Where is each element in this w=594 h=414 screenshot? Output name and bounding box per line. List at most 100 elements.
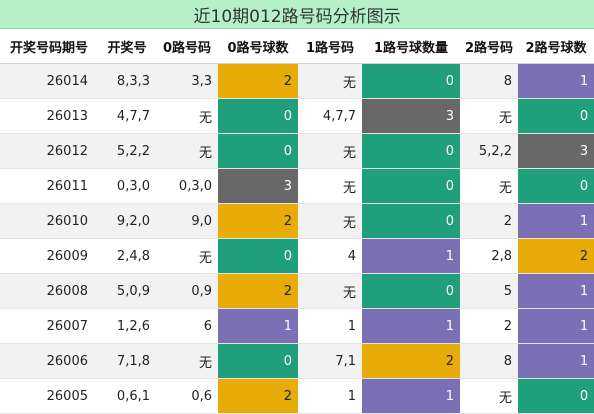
cell-draw: 1,2,6 (98, 308, 156, 344)
cell-route2-count: 1 (518, 308, 594, 344)
cell-route2-numbers: 5 (460, 273, 518, 309)
cell-route1-count: 1 (362, 238, 460, 274)
cell-route0-count: 2 (218, 63, 298, 99)
header-route0-numbers: 0路号码 (156, 28, 218, 64)
cell-route0-numbers: 无 (156, 238, 218, 274)
cell-route1-count: 1 (362, 378, 460, 414)
cell-route2-numbers: 2 (460, 308, 518, 344)
cell-route1-count: 0 (362, 133, 460, 169)
cell-route0-numbers: 6 (156, 308, 218, 344)
cell-route0-count: 0 (218, 98, 298, 134)
cell-route0-numbers: 0,6 (156, 378, 218, 414)
cell-route0-count: 0 (218, 238, 298, 274)
cell-route2-numbers: 8 (460, 63, 518, 99)
cell-route1-numbers: 无 (298, 203, 362, 239)
header-route2-count: 2路号球数 (518, 28, 594, 64)
cell-route1-numbers: 1 (298, 308, 362, 344)
cell-route1-count: 0 (362, 273, 460, 309)
cell-route0-count: 2 (218, 273, 298, 309)
cell-route2-numbers: 无 (460, 378, 518, 414)
cell-period: 26007 (0, 308, 98, 344)
cell-period: 26013 (0, 98, 98, 134)
cell-route1-numbers: 无 (298, 273, 362, 309)
cell-route2-count: 1 (518, 343, 594, 379)
cell-route0-numbers: 9,0 (156, 203, 218, 239)
cell-route1-count: 0 (362, 203, 460, 239)
cell-route2-count: 3 (518, 133, 594, 169)
table-title: 近10期012路号码分析图示 (0, 0, 594, 29)
header-period: 开奖号码期号 (0, 28, 98, 64)
cell-route1-count: 0 (362, 63, 460, 99)
cell-route1-count: 3 (362, 98, 460, 134)
table-row: 26006 7,1,8 无 0 7,1 2 8 1 (0, 343, 594, 379)
cell-draw: 0,3,0 (98, 168, 156, 204)
cell-route1-numbers: 无 (298, 63, 362, 99)
cell-route2-numbers: 2,8 (460, 238, 518, 274)
cell-period: 26008 (0, 273, 98, 309)
cell-route0-count: 3 (218, 168, 298, 204)
cell-draw: 4,7,7 (98, 98, 156, 134)
cell-route0-numbers: 无 (156, 133, 218, 169)
cell-route0-count: 0 (218, 133, 298, 169)
table-row: 26009 2,4,8 无 0 4 1 2,8 2 (0, 238, 594, 274)
cell-route2-count: 1 (518, 63, 594, 99)
table-row: 26007 1,2,6 6 1 1 1 2 1 (0, 308, 594, 344)
cell-route2-numbers: 5,2,2 (460, 133, 518, 169)
cell-route1-numbers: 1 (298, 378, 362, 414)
header-route0-count: 0路号球数 (218, 28, 298, 64)
cell-route0-numbers: 0,9 (156, 273, 218, 309)
cell-route0-numbers: 无 (156, 98, 218, 134)
cell-draw: 8,3,3 (98, 63, 156, 99)
cell-period: 26005 (0, 378, 98, 414)
cell-route1-numbers: 无 (298, 168, 362, 204)
cell-period: 26006 (0, 343, 98, 379)
cell-draw: 5,2,2 (98, 133, 156, 169)
cell-period: 26014 (0, 63, 98, 99)
cell-period: 26011 (0, 168, 98, 204)
header-row: 开奖号码期号 开奖号 0路号码 0路号球数 1路号码 1路号球数量 2路号码 2… (0, 28, 594, 64)
cell-route1-numbers: 无 (298, 133, 362, 169)
header-route1-count: 1路号球数量 (362, 28, 460, 64)
cell-route2-numbers: 无 (460, 98, 518, 134)
cell-route2-numbers: 8 (460, 343, 518, 379)
cell-route1-numbers: 7,1 (298, 343, 362, 379)
cell-route2-numbers: 无 (460, 168, 518, 204)
cell-draw: 0,6,1 (98, 378, 156, 414)
table-row: 26014 8,3,3 3,3 2 无 0 8 1 (0, 63, 594, 99)
table-row: 26012 5,2,2 无 0 无 0 5,2,2 3 (0, 133, 594, 169)
cell-route0-numbers: 3,3 (156, 63, 218, 99)
cell-route0-numbers: 无 (156, 343, 218, 379)
cell-route2-numbers: 2 (460, 203, 518, 239)
table-row: 26005 0,6,1 0,6 2 1 1 无 0 (0, 378, 594, 414)
cell-period: 26012 (0, 133, 98, 169)
cell-route0-numbers: 0,3,0 (156, 168, 218, 204)
table-row: 26008 5,0,9 0,9 2 无 0 5 1 (0, 273, 594, 309)
cell-route1-count: 2 (362, 343, 460, 379)
table-row: 26011 0,3,0 0,3,0 3 无 0 无 0 (0, 168, 594, 204)
cell-route1-count: 0 (362, 168, 460, 204)
cell-draw: 7,1,8 (98, 343, 156, 379)
cell-route1-numbers: 4 (298, 238, 362, 274)
cell-route0-count: 2 (218, 378, 298, 414)
cell-route0-count: 0 (218, 343, 298, 379)
cell-route1-count: 1 (362, 308, 460, 344)
table-body: 26014 8,3,3 3,3 2 无 0 8 1 26013 4,7,7 无 0 4,7,7 3 无 0 26… (0, 63, 594, 414)
cell-draw: 2,4,8 (98, 238, 156, 274)
header-draw: 开奖号 (98, 28, 156, 64)
header-route2-numbers: 2路号码 (460, 28, 518, 64)
cell-period: 26010 (0, 203, 98, 239)
cell-route2-count: 0 (518, 168, 594, 204)
header-route1-numbers: 1路号码 (298, 28, 362, 64)
cell-route1-numbers: 4,7,7 (298, 98, 362, 134)
table-row: 26010 9,2,0 9,0 2 无 0 2 1 (0, 203, 594, 239)
cell-route2-count: 1 (518, 203, 594, 239)
cell-route2-count: 0 (518, 98, 594, 134)
cell-route2-count: 0 (518, 378, 594, 414)
cell-route2-count: 1 (518, 273, 594, 309)
cell-period: 26009 (0, 238, 98, 274)
cell-route2-count: 2 (518, 238, 594, 274)
cell-draw: 5,0,9 (98, 273, 156, 309)
cell-draw: 9,2,0 (98, 203, 156, 239)
cell-route0-count: 2 (218, 203, 298, 239)
